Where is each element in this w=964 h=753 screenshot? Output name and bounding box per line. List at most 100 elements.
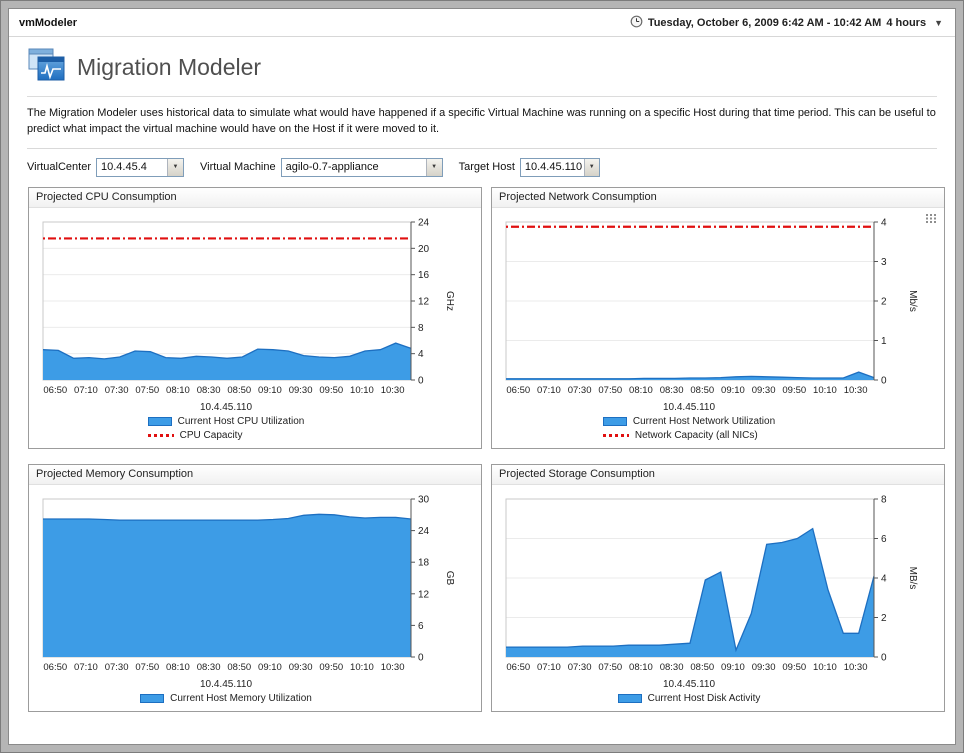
svg-text:Mb/s: Mb/s	[907, 290, 918, 312]
virtual-machine-dropdown[interactable]: agilo-0.7-appliance ▼	[280, 157, 443, 177]
svg-text:08:50: 08:50	[690, 385, 714, 396]
svg-text:07:30: 07:30	[568, 662, 592, 673]
svg-text:10:10: 10:10	[813, 385, 837, 396]
svg-text:06:50: 06:50	[43, 662, 67, 673]
chart: 0 2 4 6 8 MB/s 06:50 07:10 07:30 07:50 08:10 08:30 0…	[505, 494, 918, 673]
svg-text:3: 3	[881, 257, 887, 268]
svg-text:4: 4	[418, 349, 424, 360]
svg-text:09:30: 09:30	[752, 662, 776, 673]
page-description: The Migration Modeler uses historical da…	[27, 107, 936, 135]
svg-text:6: 6	[881, 534, 887, 545]
svg-text:09:50: 09:50	[782, 385, 806, 396]
svg-text:08:30: 08:30	[197, 385, 221, 396]
svg-text:10:10: 10:10	[350, 385, 374, 396]
panel-title: Projected Network Consumption	[492, 187, 944, 208]
svg-text:07:30: 07:30	[568, 385, 592, 396]
chart-panel: Projected Storage Consumption 0 2 4 6 8 MB/s 0…	[491, 463, 945, 712]
target-host-value: 10.4.45.110	[524, 161, 583, 174]
virtualcenter-dropdown[interactable]: 10.4.45.4 ▼	[96, 157, 184, 177]
time-range-selector[interactable]: Tuesday, October 6, 2009 6:42 AM - 10:42…	[630, 15, 943, 31]
chart-xlabel: 10.4.45.110	[662, 678, 716, 690]
divider	[27, 147, 937, 149]
series-swatch	[147, 416, 172, 426]
svg-text:GB: GB	[444, 571, 455, 586]
svg-text:08:10: 08:10	[166, 662, 190, 673]
svg-text:18: 18	[418, 558, 430, 569]
series-swatch	[140, 693, 165, 703]
chart-xlabel: 10.4.45.110	[662, 401, 716, 413]
svg-text:0: 0	[881, 652, 887, 663]
svg-text:4: 4	[881, 217, 887, 228]
svg-text:06:50: 06:50	[506, 662, 530, 673]
svg-text:10:30: 10:30	[844, 662, 868, 673]
chart: 0 6 12 18 24 30 GB 06:50 07:10 07:30 07:50 08:10 08:…	[42, 494, 455, 673]
app-title: vmModeler	[19, 17, 78, 29]
svg-text:2: 2	[881, 613, 887, 624]
svg-text:10:30: 10:30	[844, 385, 868, 396]
virtualcenter-value: 10.4.45.4	[101, 161, 147, 174]
virtualcenter-label: VirtualCenter	[27, 161, 91, 174]
svg-text:0: 0	[418, 375, 424, 386]
svg-text:GHz: GHz	[444, 291, 455, 311]
title-section: Migration Modeler	[27, 37, 937, 97]
chart-options-icon[interactable]	[925, 211, 939, 229]
svg-text:09:30: 09:30	[289, 662, 313, 673]
chart: 0 4 8 12 16 20 24 GHz 06:50 07:10 07:30 07:50 08:10 0…	[42, 217, 455, 396]
chart-legend: Current Host Network Utilization Network …	[602, 416, 775, 441]
svg-text:0: 0	[418, 652, 424, 663]
svg-text:09:30: 09:30	[752, 385, 776, 396]
panel-title: Projected Storage Consumption	[492, 464, 944, 485]
svg-text:24: 24	[418, 217, 430, 228]
legend-item: Current Host Network Utilization	[602, 416, 775, 427]
chart-panel: Projected Memory Consumption 0 6 12 18 24 30 G…	[28, 463, 482, 712]
svg-text:8: 8	[881, 494, 887, 505]
svg-text:30: 30	[418, 494, 430, 505]
svg-text:24: 24	[418, 526, 430, 537]
svg-text:09:30: 09:30	[289, 385, 313, 396]
chart: 0 1 2 3 4 Mb/s 06:50 07:10 07:30 07:50 08:10 08:30 0…	[505, 217, 918, 396]
dropdown-arrow-icon[interactable]: ▼	[583, 158, 599, 176]
svg-text:09:50: 09:50	[782, 662, 806, 673]
target-host-control: Target Host 10.4.45.110 ▼	[459, 157, 600, 177]
legend-item: Current Host CPU Utilization	[147, 416, 304, 427]
chart-xlabel: 10.4.45.110	[199, 678, 253, 690]
chevron-down-icon[interactable]: ▼	[934, 18, 943, 28]
svg-text:10:30: 10:30	[381, 662, 405, 673]
svg-text:16: 16	[418, 270, 430, 281]
panel-title: Projected CPU Consumption	[29, 187, 481, 208]
svg-text:MB/s: MB/s	[907, 566, 918, 589]
svg-text:8: 8	[418, 323, 424, 334]
svg-text:6: 6	[418, 621, 424, 632]
svg-text:08:50: 08:50	[227, 662, 251, 673]
virtual-machine-control: Virtual Machine agilo-0.7-appliance ▼	[200, 157, 443, 177]
page: vmModeler Tuesday, October 6, 2009 6:42 …	[8, 8, 956, 745]
target-host-dropdown[interactable]: 10.4.45.110 ▼	[519, 157, 600, 177]
chart-panel: Projected Network Consumption 0 1 2 3 4 Mb/s 0…	[491, 186, 945, 449]
svg-text:07:30: 07:30	[105, 385, 129, 396]
svg-text:07:50: 07:50	[598, 385, 622, 396]
panel-body: 0 1 2 3 4 Mb/s 06:50 07:10 07:30 07:50 08:10 08:30 0…	[492, 208, 944, 448]
svg-text:0: 0	[881, 375, 887, 386]
svg-text:12: 12	[418, 296, 430, 307]
svg-text:07:10: 07:10	[537, 662, 561, 673]
svg-text:06:50: 06:50	[43, 385, 67, 396]
dropdown-arrow-icon[interactable]: ▼	[167, 158, 183, 176]
duration-label: 4 hours	[886, 17, 927, 29]
series-swatch	[602, 416, 627, 426]
legend-item: Current Host Memory Utilization	[140, 693, 312, 704]
panel-body: 0 4 8 12 16 20 24 GHz 06:50 07:10 07:30 07:50 08:10 0…	[29, 208, 481, 448]
chart-legend: Current Host Disk Activity	[617, 693, 760, 704]
svg-text:07:50: 07:50	[598, 662, 622, 673]
svg-text:09:10: 09:10	[258, 662, 282, 673]
svg-text:08:10: 08:10	[166, 385, 190, 396]
svg-text:08:10: 08:10	[629, 385, 653, 396]
dropdown-arrow-icon[interactable]: ▼	[425, 158, 442, 176]
svg-text:2: 2	[881, 296, 887, 307]
virtual-machine-label: Virtual Machine	[200, 161, 276, 174]
panel-body: 0 2 4 6 8 MB/s 06:50 07:10 07:30 07:50 08:10 08:30 0…	[492, 485, 944, 711]
series-swatch	[617, 693, 642, 703]
chart-legend: Current Host Memory Utilization	[140, 693, 312, 704]
controls-bar: VirtualCenter 10.4.45.4 ▼ Virtual Machin…	[27, 157, 937, 177]
svg-text:07:50: 07:50	[135, 385, 159, 396]
